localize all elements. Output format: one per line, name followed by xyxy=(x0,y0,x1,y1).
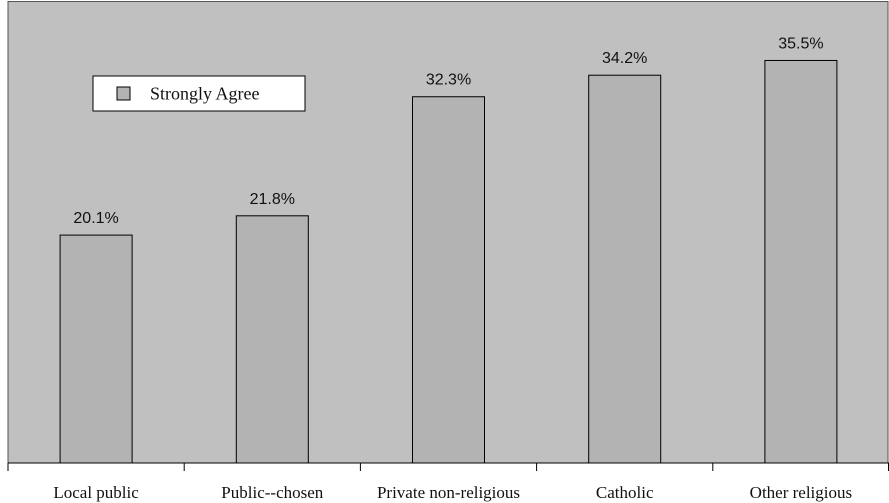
bar xyxy=(588,74,662,464)
value-label: 32.3% xyxy=(426,72,471,89)
bar xyxy=(59,234,133,464)
x-tick-label: Private non-religious xyxy=(377,483,520,502)
x-tick-label: Catholic xyxy=(596,483,654,502)
bar xyxy=(764,59,838,464)
legend-label: Strongly Agree xyxy=(150,84,260,104)
value-label: 35.5% xyxy=(778,35,823,52)
value-label: 20.1% xyxy=(73,210,118,227)
bar xyxy=(412,96,485,464)
x-tick-label: Local public xyxy=(53,483,139,502)
value-label: 21.8% xyxy=(250,191,295,208)
bar xyxy=(235,215,309,464)
x-tick-label: Public--chosen xyxy=(221,483,323,502)
legend-swatch xyxy=(116,86,131,101)
x-tick-label: Other religious xyxy=(750,483,852,502)
value-label: 34.2% xyxy=(602,50,647,67)
